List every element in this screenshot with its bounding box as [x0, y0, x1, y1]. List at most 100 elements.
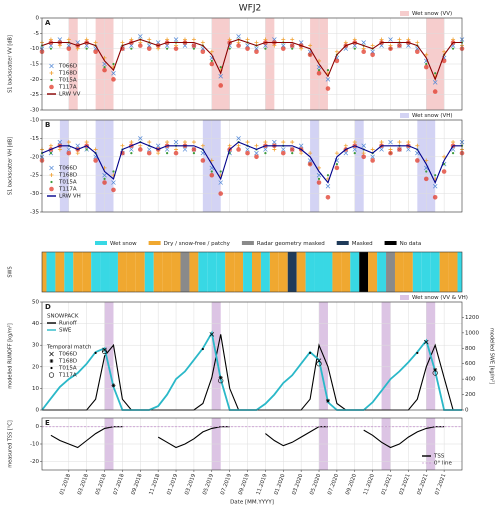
data-point	[308, 351, 312, 355]
data-point	[263, 140, 268, 145]
legend-marker	[50, 78, 53, 82]
data-point	[353, 47, 356, 50]
data-point	[102, 172, 107, 178]
x-tick-label: 07.2019	[220, 473, 233, 496]
y-tick-label: -15	[30, 136, 39, 142]
data-point	[264, 152, 267, 155]
legend-marker	[49, 84, 54, 90]
data-point	[182, 147, 188, 152]
data-point	[291, 47, 294, 50]
data-point	[432, 194, 438, 200]
data-point	[112, 170, 115, 173]
data-point	[218, 83, 224, 88]
y-tick-label: -20	[30, 459, 39, 465]
wet-snow-span	[381, 302, 391, 410]
data-point	[138, 143, 143, 148]
y-tick-label: -20	[30, 77, 39, 83]
data-point	[441, 169, 447, 174]
x-tick-label: 03.2019	[184, 473, 197, 496]
panel-frame	[41, 251, 463, 293]
data-point	[415, 143, 420, 148]
data-point	[228, 47, 231, 50]
data-point	[48, 143, 53, 148]
wet-snow-span	[104, 302, 114, 410]
data-point	[307, 161, 313, 167]
data-point	[137, 147, 143, 152]
state-legend-swatch	[241, 241, 254, 245]
data-point	[316, 361, 322, 367]
data-point	[290, 140, 295, 145]
x-tick-label: 11.2018	[148, 473, 161, 496]
data-point	[370, 147, 375, 152]
data-point	[370, 52, 375, 58]
data-point	[156, 151, 161, 156]
data-point	[317, 165, 322, 170]
y2-tick-label: 1000	[465, 330, 479, 336]
x-tick-label: 07.2020	[327, 473, 340, 496]
legend-marker	[49, 165, 54, 171]
sws-stripe	[243, 252, 252, 292]
data-point	[361, 143, 366, 149]
x-axis-label: Date [MM.YYYY]	[230, 500, 274, 506]
sws-stripe	[73, 252, 83, 292]
sws-stripe	[359, 252, 369, 292]
sws-stripe	[144, 252, 154, 292]
sws-stripe	[394, 252, 404, 292]
data-point	[120, 40, 125, 45]
data-point	[112, 62, 115, 66]
data-point	[432, 80, 438, 85]
data-point	[451, 152, 455, 155]
data-point	[334, 49, 339, 54]
data-point	[281, 140, 286, 145]
sws-stripe	[305, 252, 315, 292]
y2-tick-label: 0	[465, 408, 469, 414]
sws-stripe	[341, 252, 351, 292]
y-tick-label: 0	[36, 424, 40, 430]
data-point	[415, 158, 420, 163]
data-point	[66, 140, 71, 145]
data-point	[432, 89, 438, 94]
sws-stripe	[386, 252, 395, 292]
data-point	[218, 74, 223, 79]
data-point	[173, 46, 179, 51]
data-point	[200, 158, 206, 163]
data-point	[299, 151, 304, 156]
x-tick-label: 05.2021	[416, 473, 429, 496]
data-point	[254, 143, 259, 148]
y-tick-label: -10	[30, 118, 39, 124]
sws-stripe	[448, 252, 458, 292]
series-line	[50, 426, 445, 449]
legend-label: 0° line	[434, 461, 453, 467]
y2-tick-label: 800	[465, 346, 476, 352]
legend-marker	[50, 180, 53, 184]
data-point	[174, 147, 179, 152]
x-tick-label: 03.2018	[77, 473, 90, 496]
data-point	[85, 47, 88, 50]
sws-stripe	[109, 252, 118, 292]
sws-stripe	[189, 252, 199, 292]
x-tick-label: 01.2018	[59, 473, 72, 496]
sws-stripe	[82, 252, 92, 292]
data-point	[129, 140, 134, 145]
data-point	[200, 49, 206, 55]
data-point	[66, 150, 72, 156]
data-point	[442, 154, 447, 159]
data-point	[272, 147, 277, 152]
y-tick-label: -30	[30, 191, 39, 197]
sws-stripe	[100, 252, 110, 292]
data-point	[201, 347, 204, 351]
data-point	[93, 40, 98, 45]
data-point	[200, 40, 205, 45]
data-point	[280, 46, 286, 51]
data-point	[254, 49, 259, 55]
data-point	[370, 154, 375, 160]
y-tick-label: 10	[32, 386, 39, 392]
panel-label: B	[45, 121, 50, 129]
legend-label: LRW VV	[59, 92, 81, 98]
data-point	[326, 174, 330, 177]
y-axis-label: S1 backscatter VH [dB]	[8, 137, 14, 195]
data-point	[209, 332, 215, 337]
data-point	[111, 180, 116, 185]
y-tick-label: 20	[32, 364, 39, 370]
